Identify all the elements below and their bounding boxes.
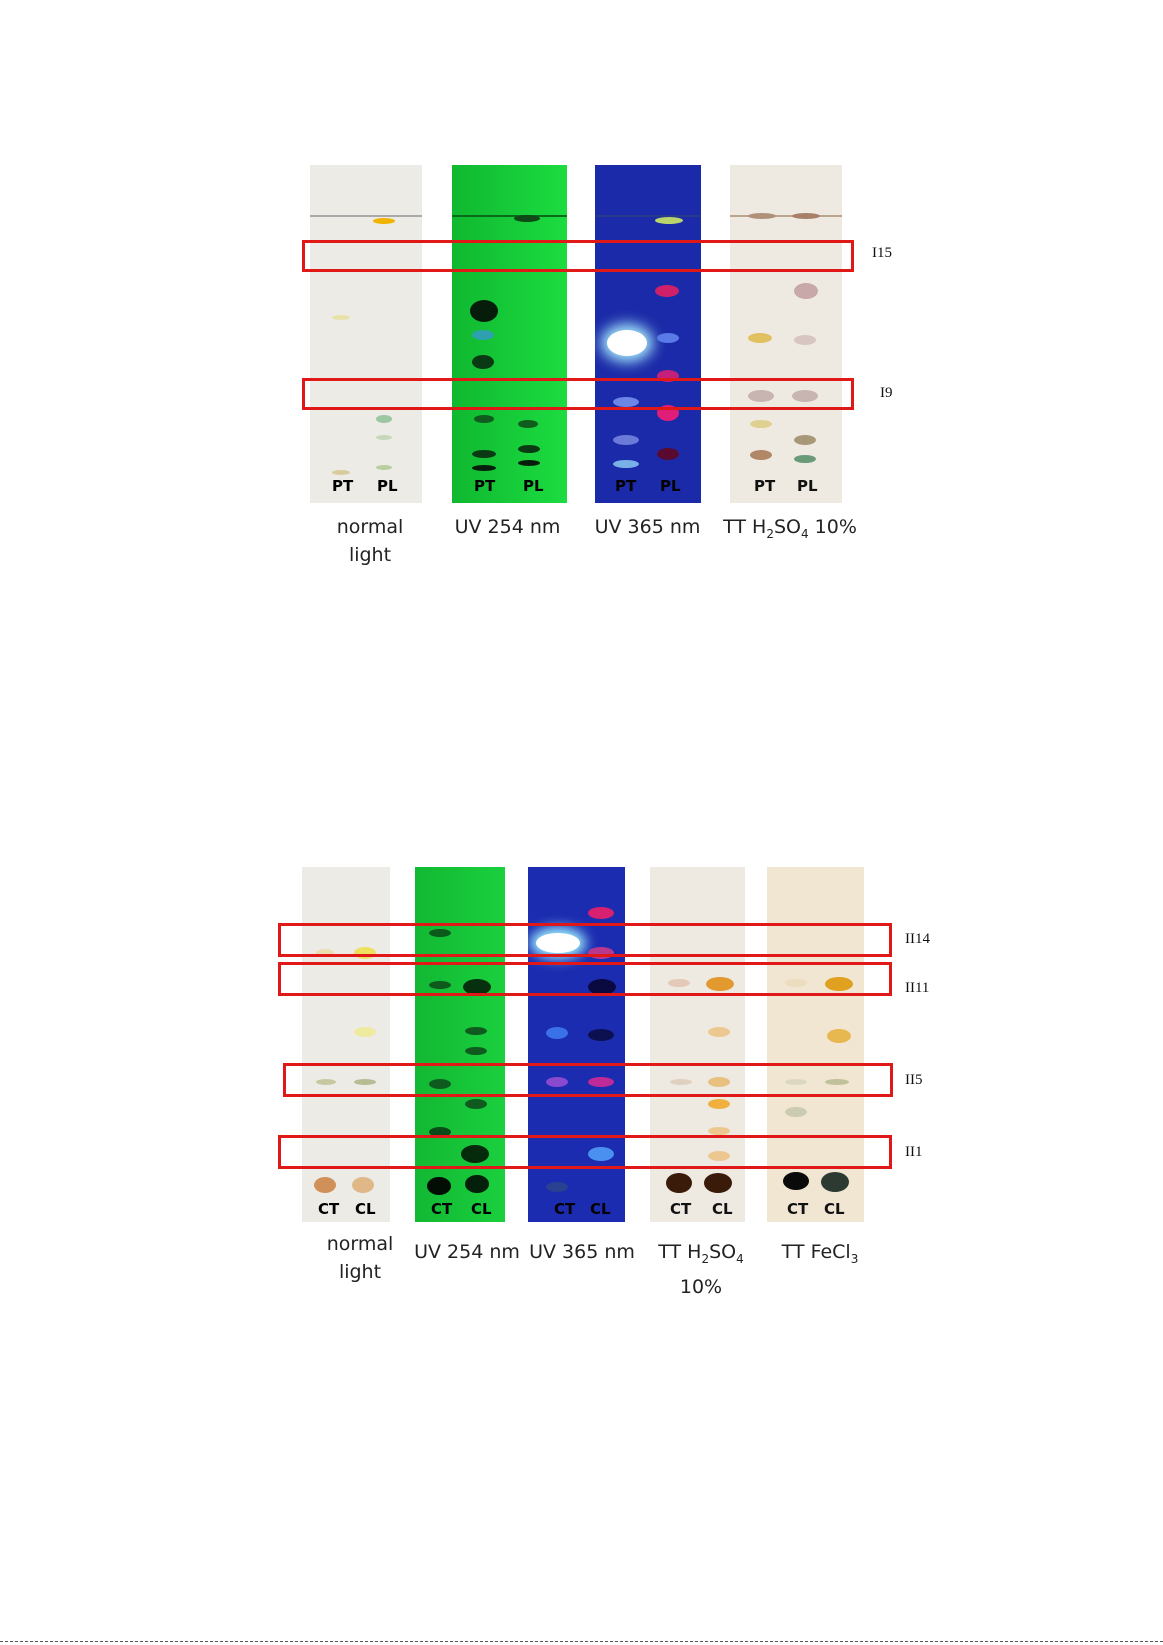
lane-label-cl: CL bbox=[355, 1200, 376, 1218]
marker-ii14: II14 bbox=[905, 931, 930, 947]
marker-ii1: II1 bbox=[905, 1144, 923, 1160]
region-box-ii11 bbox=[278, 962, 892, 996]
caption-uv365: UV 365 nm bbox=[594, 516, 701, 538]
lane-label-pt: PT bbox=[474, 477, 496, 495]
caption-uv365: UV 365 nm bbox=[529, 1241, 635, 1263]
caption-h2so4: TT H2SO4 10% bbox=[658, 1241, 744, 1298]
marker-i15: I15 bbox=[872, 245, 892, 261]
region-box-i9 bbox=[302, 378, 854, 410]
lane-label-cl: CL bbox=[590, 1200, 611, 1218]
page-bottom-dashed-line bbox=[0, 1641, 1163, 1642]
caption-uv254: UV 254 nm bbox=[414, 1241, 520, 1263]
lane-label-ct: CT bbox=[318, 1200, 340, 1218]
marker-ii11: II11 bbox=[905, 980, 930, 996]
tlc-plate-uv365: PT PL bbox=[595, 165, 701, 503]
lane-label-pt: PT bbox=[332, 477, 354, 495]
marker-ii5: II5 bbox=[905, 1072, 923, 1088]
tlc-plate-uv254: CT CL bbox=[415, 867, 505, 1222]
lane-label-pl: PL bbox=[797, 477, 818, 495]
lane-label-pt: PT bbox=[754, 477, 776, 495]
caption-normal-light: normal light bbox=[326, 1233, 394, 1283]
tlc-plate-uv365: CT CL bbox=[528, 867, 625, 1222]
caption-h2so4: TT H2SO4 10% bbox=[723, 516, 857, 541]
region-box-ii5 bbox=[283, 1063, 893, 1097]
lane-label-pt: PT bbox=[615, 477, 637, 495]
lane-label-ct: CT bbox=[670, 1200, 692, 1218]
region-box-ii1 bbox=[278, 1135, 892, 1169]
lane-label-ct: CT bbox=[787, 1200, 809, 1218]
lane-label-cl: CL bbox=[712, 1200, 733, 1218]
region-box-i15 bbox=[302, 240, 854, 272]
marker-i9: I9 bbox=[880, 385, 893, 401]
caption-fecl3: TT FeCl3 bbox=[781, 1241, 859, 1266]
lane-label-pl: PL bbox=[660, 477, 681, 495]
tlc-plate-uv254: PT PL bbox=[452, 165, 567, 503]
caption-normal-light: normal light bbox=[336, 516, 404, 566]
region-box-ii14 bbox=[278, 923, 892, 957]
tlc-plate-h2so4: PT PL bbox=[730, 165, 842, 503]
lane-label-ct: CT bbox=[554, 1200, 576, 1218]
tlc-plate-normal-light: PT PL bbox=[310, 165, 422, 503]
tlc-plate-fecl3: CT CL bbox=[767, 867, 864, 1222]
lane-label-pl: PL bbox=[377, 477, 398, 495]
tlc-plate-h2so4: CT CL bbox=[650, 867, 745, 1222]
lane-label-pl: PL bbox=[523, 477, 544, 495]
tlc-plate-normal-light: CT CL bbox=[302, 867, 390, 1222]
caption-uv254: UV 254 nm bbox=[454, 516, 561, 538]
lane-label-ct: CT bbox=[431, 1200, 453, 1218]
lane-label-cl: CL bbox=[824, 1200, 845, 1218]
lane-label-cl: CL bbox=[471, 1200, 492, 1218]
